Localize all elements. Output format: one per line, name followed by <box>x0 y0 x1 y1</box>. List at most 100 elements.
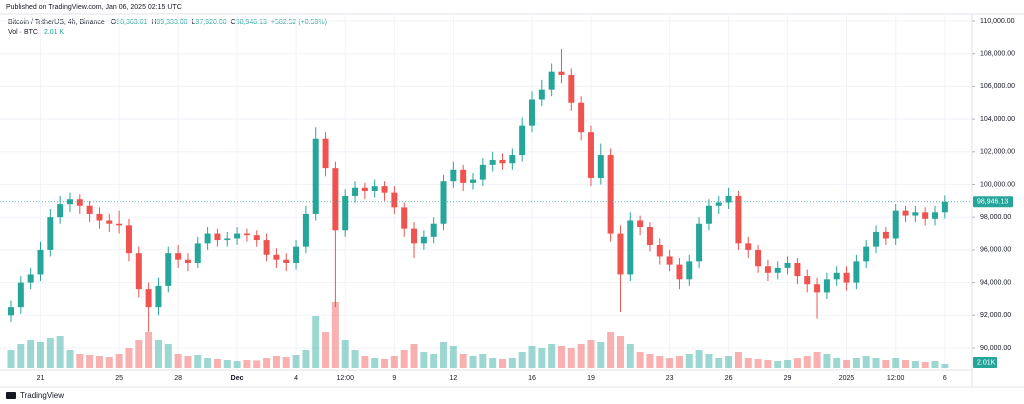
candle-body <box>932 212 939 219</box>
candle-body <box>941 201 948 213</box>
legend-value: 98,363.61 <box>116 19 147 26</box>
candle-body <box>371 186 378 192</box>
x-tick-label: 29 <box>784 375 792 382</box>
volume-bar <box>66 350 74 368</box>
candle-body <box>253 235 260 241</box>
y-tick-label: 90,000.00 <box>980 345 1011 352</box>
candle-body <box>293 246 300 263</box>
candle-body <box>696 223 703 262</box>
volume-bar <box>440 342 448 368</box>
x-tick-label: 4 <box>294 375 298 382</box>
candle-body <box>17 282 24 308</box>
x-tick-label: 12:00 <box>336 375 354 382</box>
volume-bar <box>312 316 320 368</box>
x-tick-label: 2025 <box>839 375 855 382</box>
volume-bar <box>263 358 271 368</box>
x-tick-label: 23 <box>666 375 674 382</box>
candle-body <box>381 186 388 193</box>
y-tick-label: 98,000.00 <box>980 214 1011 221</box>
legend-value: 97,920.00 <box>196 19 227 26</box>
volume-bar <box>499 359 506 368</box>
legend-key: C <box>231 19 236 26</box>
candle-body <box>450 169 457 182</box>
volume-bar <box>381 359 389 368</box>
candle-body <box>705 205 712 224</box>
candle-body <box>470 179 477 183</box>
published: Published on TradingView.com, Jan 06, 20… <box>6 4 182 11</box>
candle-body <box>833 272 840 280</box>
volume-bar <box>616 336 624 368</box>
volume-bar <box>862 356 870 368</box>
x-tick-label: 21 <box>37 375 45 382</box>
volume-bar <box>420 352 428 368</box>
candle-body <box>194 243 201 263</box>
candle-body <box>735 195 742 244</box>
candle-body <box>460 169 467 183</box>
volume-bar <box>410 344 418 368</box>
candle-body <box>607 155 614 234</box>
volume-bar <box>302 350 310 368</box>
volume-value: 2.01 K <box>44 29 65 36</box>
candle-body <box>440 181 447 224</box>
candle-body <box>489 159 496 165</box>
candle-body <box>902 210 909 216</box>
candle-body <box>794 262 801 277</box>
volume-bar <box>174 354 182 368</box>
volume-bar <box>400 350 408 368</box>
volume-bar <box>56 336 64 368</box>
volume-bar <box>538 348 546 368</box>
volume-bar <box>253 360 261 368</box>
y-tick-label: 92,000.00 <box>980 312 1011 319</box>
candle-body <box>420 236 427 244</box>
candle-body <box>578 102 585 133</box>
volume-bar <box>154 340 162 368</box>
volume-bar <box>145 332 153 368</box>
candle-body <box>882 231 889 239</box>
candle-body <box>214 233 221 241</box>
candle-body <box>843 272 850 283</box>
volume-bar <box>508 358 516 368</box>
candle-body <box>57 204 64 218</box>
candle-body <box>96 213 103 221</box>
candle-body <box>243 233 250 236</box>
volume-bar <box>557 346 565 368</box>
volume-bar <box>666 358 674 368</box>
y-tick-label: 102,000.00 <box>980 149 1015 156</box>
volume-bar <box>823 354 831 368</box>
x-tick-label: Dec <box>231 375 244 382</box>
candle-body <box>479 164 486 180</box>
volume-bar <box>430 354 438 368</box>
candle-body <box>165 253 172 286</box>
volume-bar <box>725 356 733 368</box>
candle-body <box>784 262 791 268</box>
change: +582.52 (+0.59%) <box>271 19 327 26</box>
candle-body <box>558 71 565 75</box>
x-tick-label: 6 <box>943 375 947 382</box>
candle-body <box>745 243 752 250</box>
x-tick-label: 16 <box>528 375 536 382</box>
volume-bar <box>882 360 890 368</box>
volume-bar <box>597 342 605 368</box>
candle-body <box>411 228 418 244</box>
candle-body <box>804 276 811 285</box>
candle-body <box>37 249 44 275</box>
volume-bar <box>27 340 35 368</box>
volume-bar <box>754 359 762 368</box>
candle-body <box>125 225 132 254</box>
volume-bar <box>184 356 192 368</box>
candle-body <box>135 253 142 290</box>
candle-body <box>204 233 211 244</box>
volume-bar <box>587 340 595 368</box>
x-tick-label: 12 <box>449 375 457 382</box>
volume-bar <box>115 354 123 368</box>
volume-bar <box>656 356 664 368</box>
volume-bar <box>626 344 634 368</box>
volume-bar <box>213 359 221 368</box>
candle-body <box>519 125 526 156</box>
candle-body <box>273 254 280 260</box>
title: Bitcoin / TetherUS, 4h, Binance <box>8 19 105 26</box>
volume-bar <box>469 356 477 368</box>
candle-body <box>666 256 673 265</box>
volume-bar <box>449 346 457 368</box>
candle-body <box>764 266 771 273</box>
